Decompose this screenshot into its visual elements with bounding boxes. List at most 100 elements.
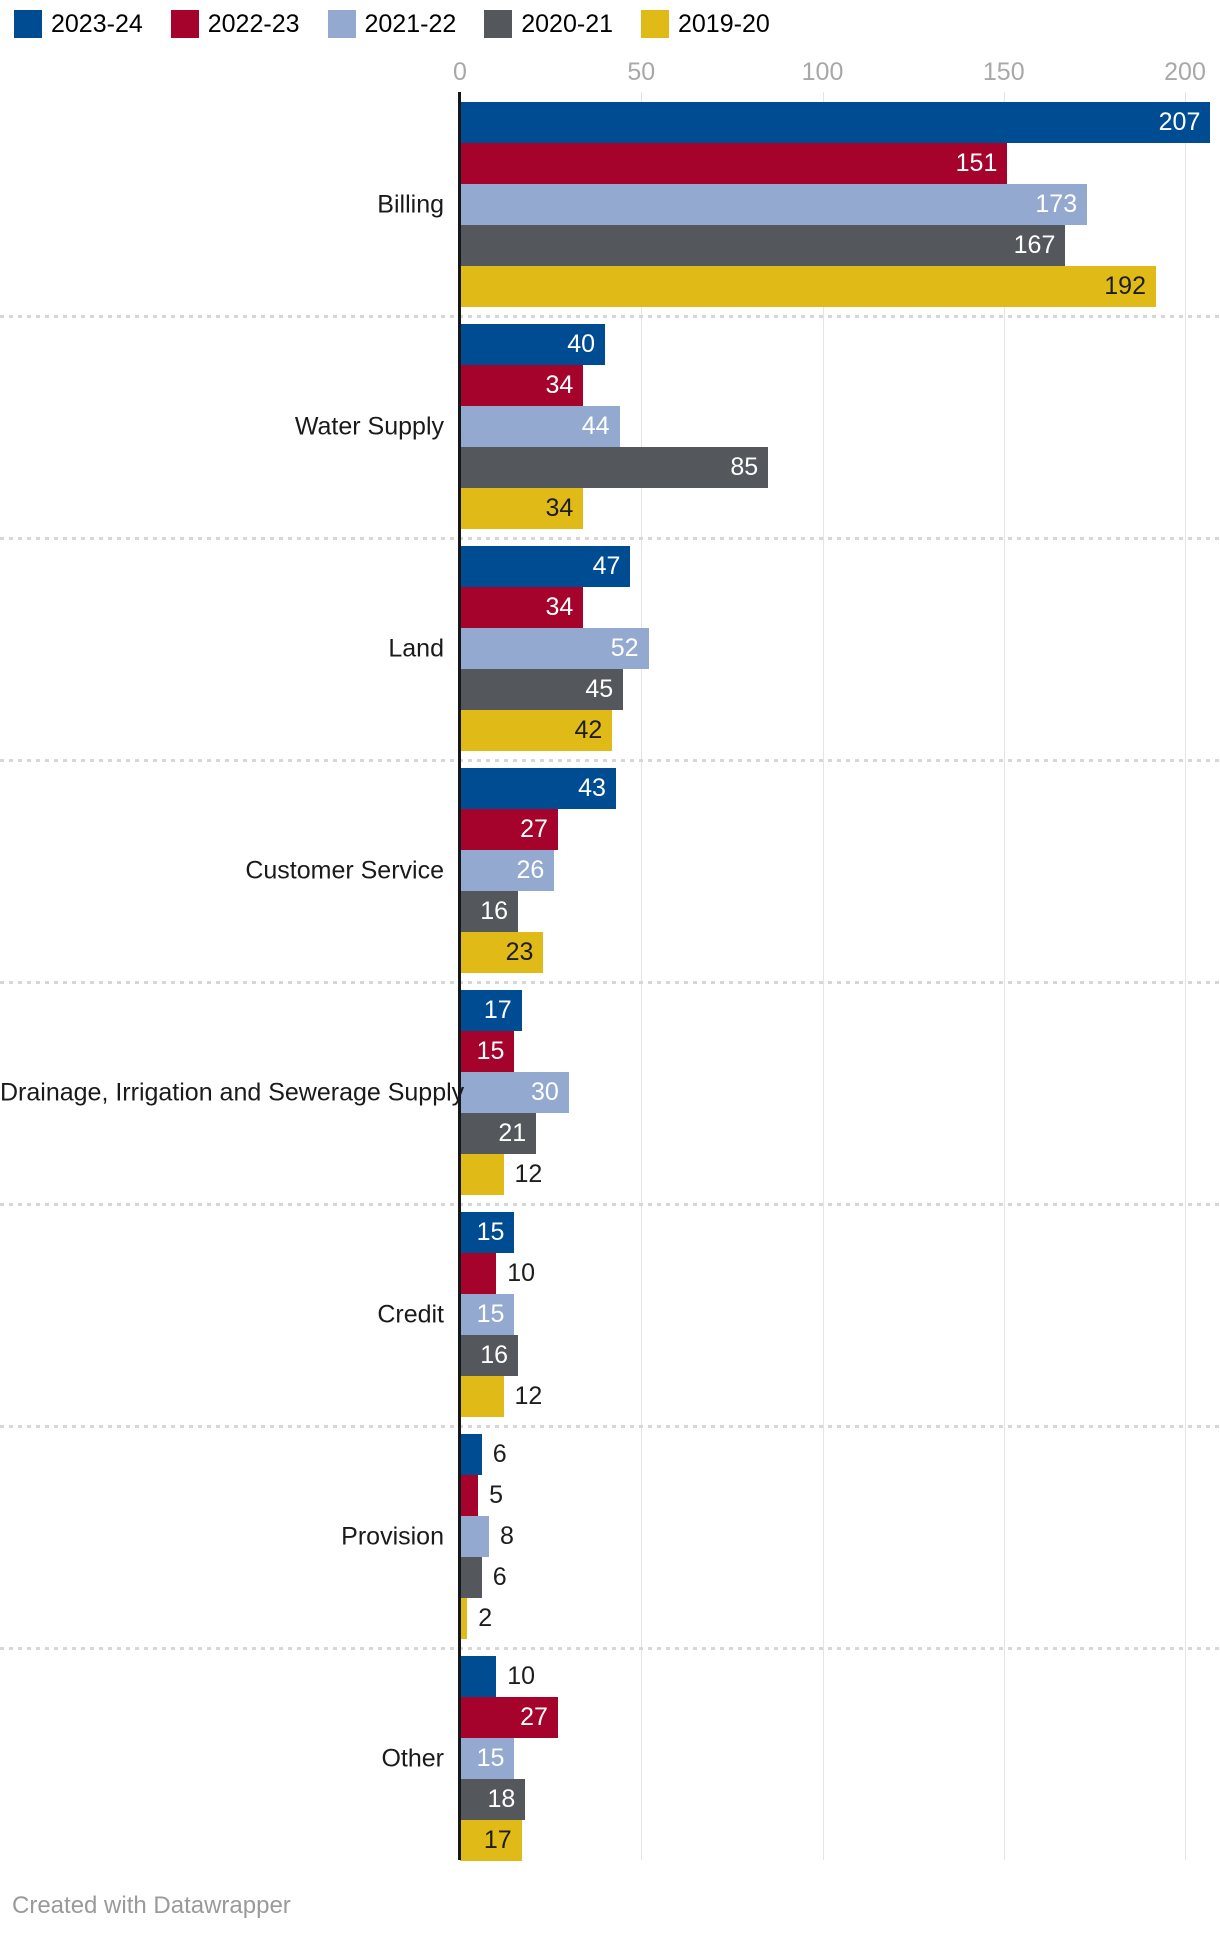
legend-item: 2020-21 xyxy=(484,10,613,38)
group-separator xyxy=(0,759,1220,762)
value-label: 207 xyxy=(1158,108,1201,136)
bar: 151 xyxy=(460,143,1008,184)
bar: 15 xyxy=(460,1294,515,1335)
bar: 44 xyxy=(460,406,620,447)
bar-row: 40 xyxy=(460,324,1220,365)
bar-row: 45 xyxy=(460,669,1220,710)
axis-zero-line xyxy=(458,92,461,1860)
bar: 16 xyxy=(460,1335,518,1376)
bar: 207 xyxy=(460,102,1211,143)
group-separator xyxy=(0,315,1220,318)
bar: 30 xyxy=(460,1072,569,1113)
value-label: 23 xyxy=(505,938,534,966)
category-label: Credit xyxy=(377,1300,444,1329)
bar-row: 173 xyxy=(460,184,1220,225)
legend-label: 2022-23 xyxy=(207,10,300,38)
group-separator xyxy=(0,1203,1220,1206)
value-label: 15 xyxy=(476,1300,505,1328)
bar-row: 15 xyxy=(460,1738,1220,1779)
bar-set: 207 151 173 167 192 xyxy=(460,102,1220,307)
value-label: 21 xyxy=(498,1119,527,1147)
bar-row: 17 xyxy=(460,1820,1220,1861)
bar: 18 xyxy=(460,1779,526,1820)
bar: 34 xyxy=(460,365,584,406)
bar-row: 47 xyxy=(460,546,1220,587)
value-label: 151 xyxy=(955,149,998,177)
value-label: 15 xyxy=(476,1218,505,1246)
bar: 21 xyxy=(460,1113,537,1154)
bar-row: 43 xyxy=(460,768,1220,809)
value-label: 12 xyxy=(514,1382,543,1410)
bar-row: 34 xyxy=(460,488,1220,529)
bar: 15 xyxy=(460,1031,515,1072)
bar-row: 34 xyxy=(460,365,1220,406)
credit-link[interactable]: Created with Datawrapper xyxy=(12,1892,291,1919)
bar: 17 xyxy=(460,990,522,1031)
bar: 192 xyxy=(460,266,1156,307)
bar-set: 10 27 15 18 17 xyxy=(460,1656,1220,1861)
value-label: 16 xyxy=(480,1341,508,1369)
bar: 16 xyxy=(460,891,518,932)
value-label: 40 xyxy=(567,330,595,358)
bar xyxy=(460,1434,482,1475)
group-separator xyxy=(0,981,1220,984)
value-label: 34 xyxy=(545,494,574,522)
value-label: 44 xyxy=(581,412,610,440)
value-label: 192 xyxy=(1104,272,1146,300)
bar-row: 192 xyxy=(460,266,1220,307)
category-group: Other 10 27 15 18 17 xyxy=(0,1648,1220,1870)
value-label: 15 xyxy=(476,1037,505,1065)
bar-row: 27 xyxy=(460,809,1220,850)
bar-row: 6 xyxy=(460,1557,1220,1598)
legend-item: 2022-23 xyxy=(170,10,300,38)
bar-row: 21 xyxy=(460,1113,1220,1154)
axis-tick-label: 150 xyxy=(982,58,1025,86)
axis-tick-label: 100 xyxy=(801,58,844,86)
bar-row: 15 xyxy=(460,1212,1220,1253)
value-label: 15 xyxy=(476,1744,505,1772)
value-label: 5 xyxy=(489,1481,504,1509)
bar-row: 12 xyxy=(460,1154,1220,1195)
bar-groups: Billing 207 151 173 167 192 Water Supply 40 34 44… xyxy=(0,94,1220,1870)
axis-tick-label: 200 xyxy=(1164,58,1206,86)
bar-row: 42 xyxy=(460,710,1220,751)
bar: 45 xyxy=(460,669,624,710)
legend-swatch-icon xyxy=(327,10,356,38)
bar-row: 15 xyxy=(460,1294,1220,1335)
bar-row: 26 xyxy=(460,850,1220,891)
category-group: Customer Service 43 27 26 16 23 xyxy=(0,760,1220,984)
footer: Created with Datawrapper xyxy=(12,1892,1220,1920)
bar: 85 xyxy=(460,447,769,488)
axis-tick-label: 0 xyxy=(453,58,467,86)
value-label: 45 xyxy=(585,675,614,703)
bar-row: 10 xyxy=(460,1253,1220,1294)
bar-row: 34 xyxy=(460,587,1220,628)
value-label: 17 xyxy=(483,996,512,1024)
value-label: 47 xyxy=(592,552,621,580)
bar-row: 8 xyxy=(460,1516,1220,1557)
bar: 27 xyxy=(460,809,558,850)
legend-label: 2023-24 xyxy=(51,10,143,38)
bar: 47 xyxy=(460,546,631,587)
value-label: 26 xyxy=(516,856,545,884)
value-label: 2 xyxy=(478,1604,493,1632)
bar-row: 12 xyxy=(460,1376,1220,1417)
bar-row: 27 xyxy=(460,1697,1220,1738)
value-label: 85 xyxy=(730,453,759,481)
bar-row: 30 xyxy=(460,1072,1220,1113)
bar: 27 xyxy=(460,1697,558,1738)
bar-row: 16 xyxy=(460,1335,1220,1376)
gridline xyxy=(822,92,824,1860)
bar xyxy=(460,1253,497,1294)
legend-swatch-icon xyxy=(14,10,42,38)
value-label: 43 xyxy=(578,774,606,802)
bar-set: 6 5 8 6 2 xyxy=(460,1434,1220,1639)
value-label: 16 xyxy=(480,897,508,925)
category-label: Land xyxy=(388,634,444,663)
bar: 15 xyxy=(460,1738,515,1779)
bar: 34 xyxy=(460,587,584,628)
bar-row: 5 xyxy=(460,1475,1220,1516)
category-label: Drainage, Irrigation and Sewerage Supply xyxy=(0,1078,465,1107)
bar-set: 40 34 44 85 34 xyxy=(460,324,1220,529)
bar xyxy=(460,1656,497,1697)
